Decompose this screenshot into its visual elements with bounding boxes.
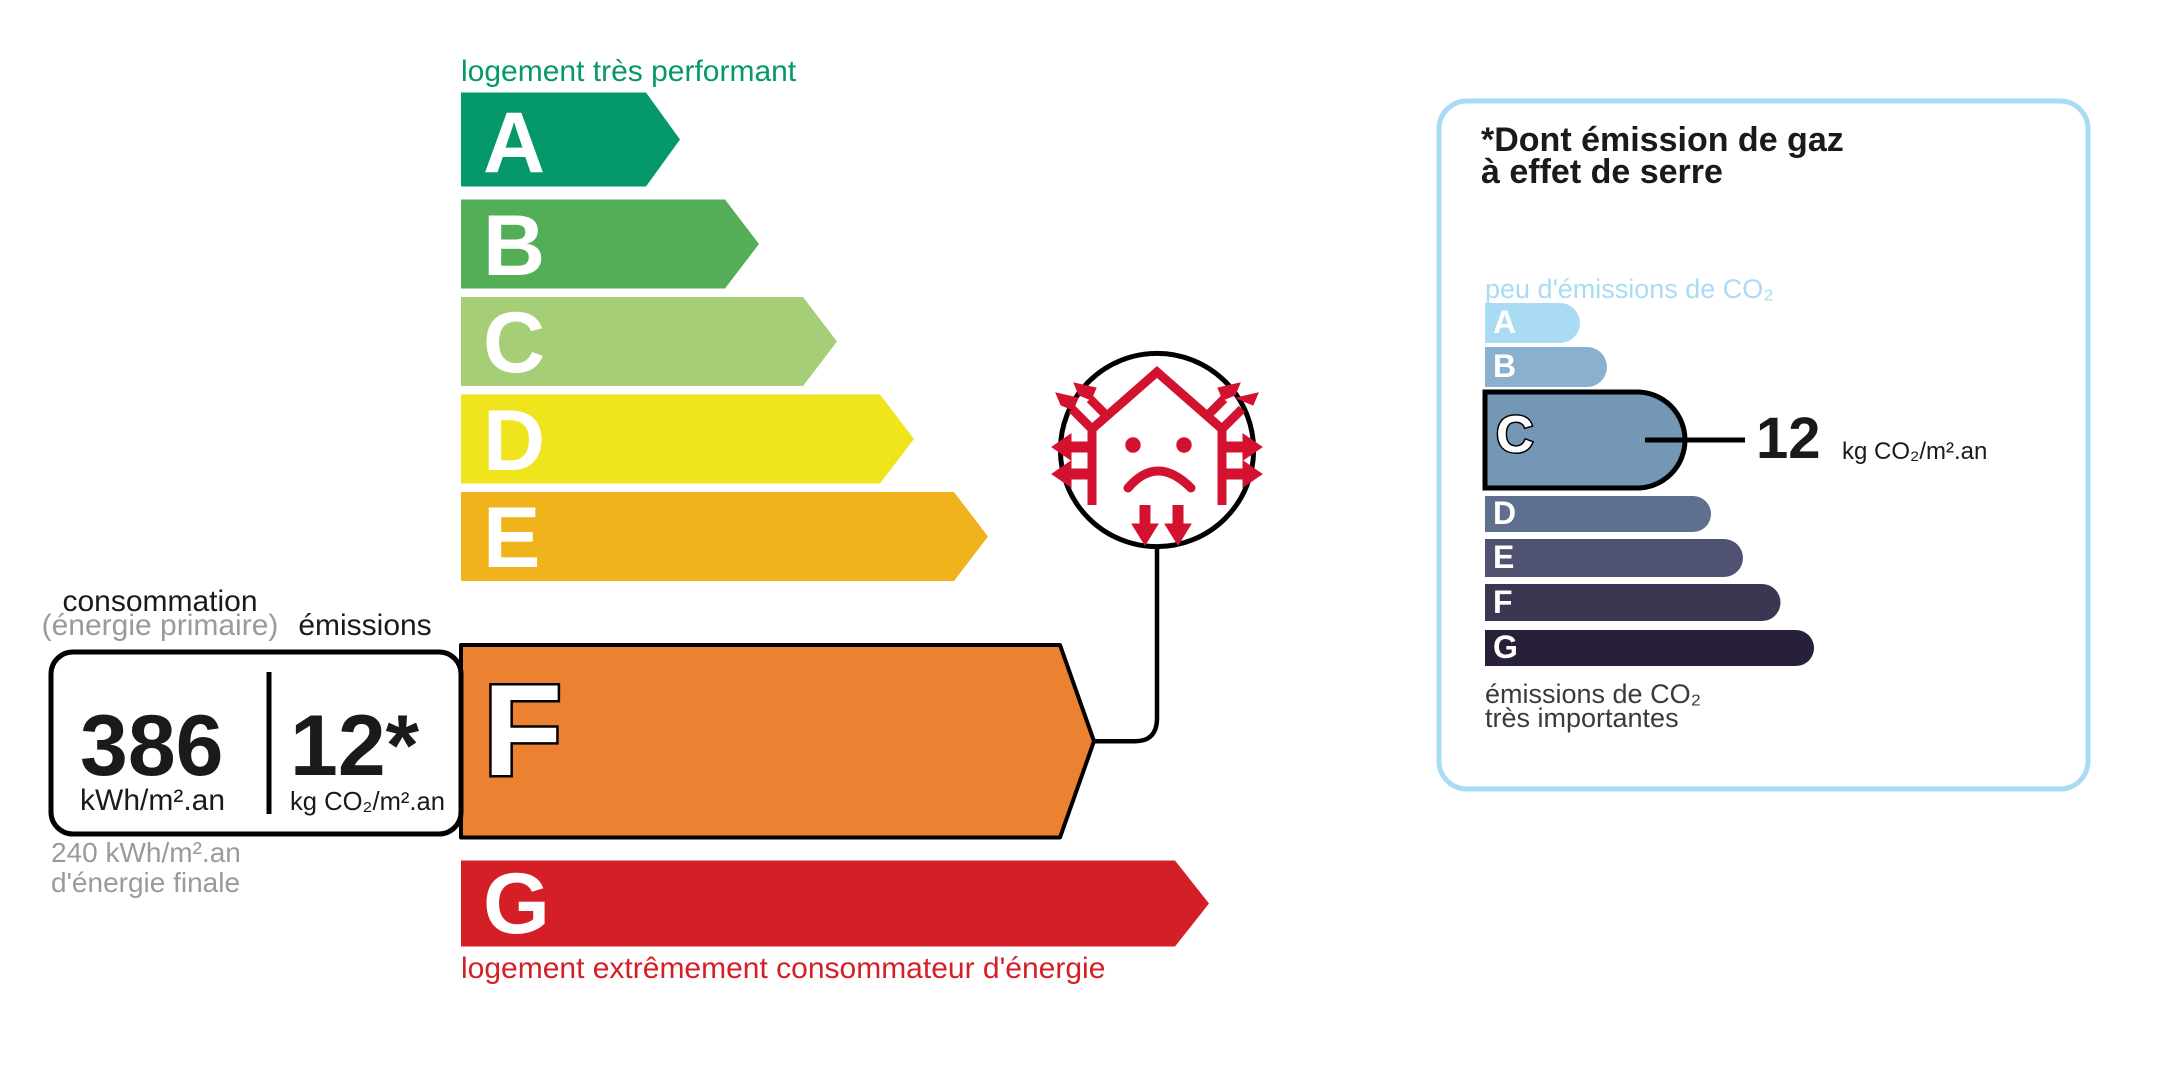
svg-text:peu d'émissions de CO₂: peu d'émissions de CO₂ [1485, 274, 1774, 304]
svg-text:kg CO₂/m².an: kg CO₂/m².an [1842, 438, 1987, 465]
svg-text:C: C [1496, 406, 1534, 464]
svg-text:(énergie primaire): (énergie primaire) [42, 609, 279, 642]
svg-text:F: F [483, 657, 562, 803]
svg-text:A: A [483, 95, 545, 191]
svg-text:G: G [1493, 629, 1518, 665]
svg-text:386: 386 [80, 698, 224, 794]
svg-text:D: D [1493, 495, 1516, 531]
svg-text:B: B [483, 198, 545, 294]
svg-text:E: E [483, 490, 540, 586]
svg-text:240 kWh/m².an: 240 kWh/m².an [51, 837, 241, 868]
svg-text:kWh/m².an: kWh/m².an [80, 784, 225, 817]
svg-text:logement très performant: logement très performant [461, 55, 797, 88]
svg-text:12: 12 [1756, 406, 1821, 471]
svg-text:émissions: émissions [298, 609, 431, 642]
svg-text:G: G [483, 856, 550, 952]
svg-text:C: C [483, 295, 545, 391]
svg-text:logement extrêmement consommat: logement extrêmement consommateur d'éner… [461, 952, 1105, 985]
svg-text:à effet de serre: à effet de serre [1481, 153, 1723, 191]
svg-text:D: D [483, 393, 545, 489]
svg-text:très importantes: très importantes [1485, 703, 1679, 733]
svg-text:E: E [1493, 539, 1514, 575]
svg-text:A: A [1493, 304, 1516, 340]
svg-text:kg CO₂/m².an: kg CO₂/m².an [290, 786, 445, 816]
svg-text:12*: 12* [290, 698, 420, 794]
svg-text:d'énergie finale: d'énergie finale [51, 867, 240, 898]
svg-text:F: F [1493, 584, 1513, 620]
svg-text:B: B [1493, 348, 1516, 384]
